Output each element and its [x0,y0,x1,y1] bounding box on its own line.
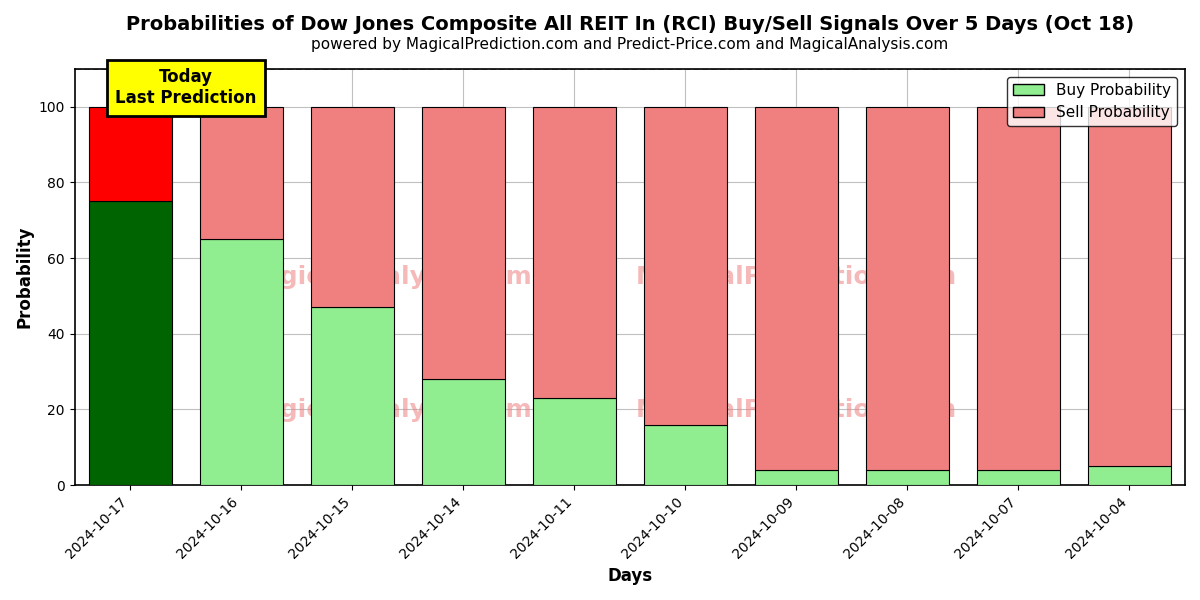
Title: Probabilities of Dow Jones Composite All REIT In (RCI) Buy/Sell Signals Over 5 D: Probabilities of Dow Jones Composite All… [126,15,1134,34]
Bar [755,107,838,470]
Bar [421,107,505,379]
Bar [311,307,394,485]
Bar [1088,107,1171,466]
Text: MagicalAnalysis.com: MagicalAnalysis.com [239,398,533,422]
Bar [977,470,1060,485]
Bar [755,470,838,485]
Bar [89,202,172,485]
Bar [89,107,172,202]
Bar [199,239,283,485]
Bar [199,107,283,239]
X-axis label: Days: Days [607,567,653,585]
Y-axis label: Probability: Probability [16,226,34,328]
Bar [311,107,394,307]
Bar [643,107,727,425]
Bar [865,470,949,485]
Text: Today
Last Prediction: Today Last Prediction [115,68,257,107]
Bar [865,107,949,470]
Text: MagicalAnalysis.com: MagicalAnalysis.com [239,265,533,289]
Bar [1088,466,1171,485]
Text: powered by MagicalPrediction.com and Predict-Price.com and MagicalAnalysis.com: powered by MagicalPrediction.com and Pre… [311,37,948,52]
Text: MagicalPrediction.com: MagicalPrediction.com [636,398,958,422]
Bar [533,107,616,398]
Bar [421,379,505,485]
Bar [977,107,1060,470]
Bar [533,398,616,485]
Bar [643,425,727,485]
Text: MagicalPrediction.com: MagicalPrediction.com [636,265,958,289]
Legend: Buy Probability, Sell Probability: Buy Probability, Sell Probability [1007,77,1177,127]
